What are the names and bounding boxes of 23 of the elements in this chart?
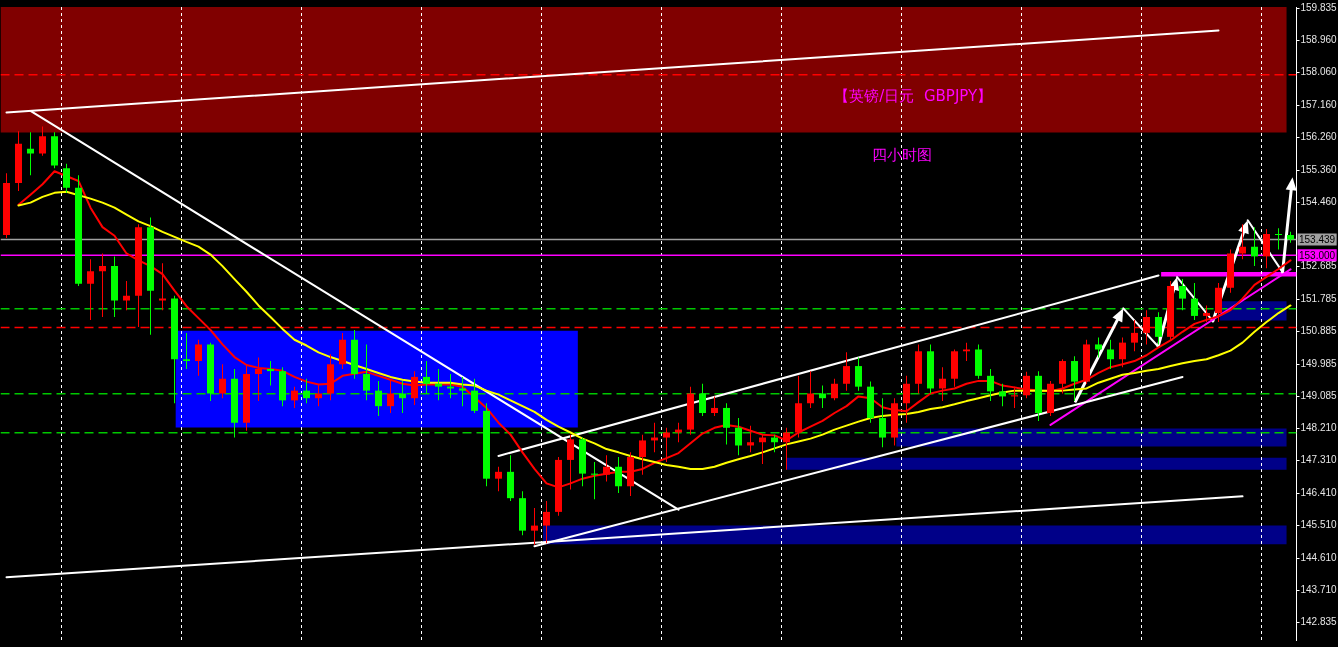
y-tick-label: 147.310 (1300, 454, 1338, 466)
y-tick-label: 156.260 (1300, 131, 1338, 143)
y-tick-label: 143.710 (1300, 584, 1338, 596)
y-tick-label: 158.960 (1300, 33, 1338, 45)
y-tick-label: 150.885 (1300, 325, 1338, 337)
y-tick-label: 151.785 (1300, 292, 1338, 304)
y-tick-label: 152.685 (1300, 260, 1338, 272)
y-tick-label: 155.360 (1300, 163, 1338, 175)
y-tick-label: 154.460 (1300, 196, 1338, 208)
y-tick-label: 157.160 (1300, 98, 1338, 110)
y-tick-label: 142.835 (1300, 615, 1338, 627)
text: 【英镑/日元 GBPJPY】 (834, 87, 993, 106)
y-tick-label: 149.085 (1300, 390, 1338, 402)
y-tick-label: 145.510 (1300, 519, 1338, 531)
ref-line-label: 153.000 (1299, 249, 1336, 261)
y-tick-label: 144.610 (1300, 551, 1338, 563)
y-tick-label: 146.410 (1300, 486, 1338, 498)
y-tick-label: 148.210 (1300, 421, 1338, 433)
y-tick-label: 159.835 (1300, 2, 1338, 14)
text: 四小时图 (872, 145, 933, 164)
y-tick-label: 149.985 (1300, 357, 1338, 369)
ref-line-label: 153.439 (1299, 233, 1336, 245)
y-tick-label: 158.060 (1300, 66, 1338, 78)
